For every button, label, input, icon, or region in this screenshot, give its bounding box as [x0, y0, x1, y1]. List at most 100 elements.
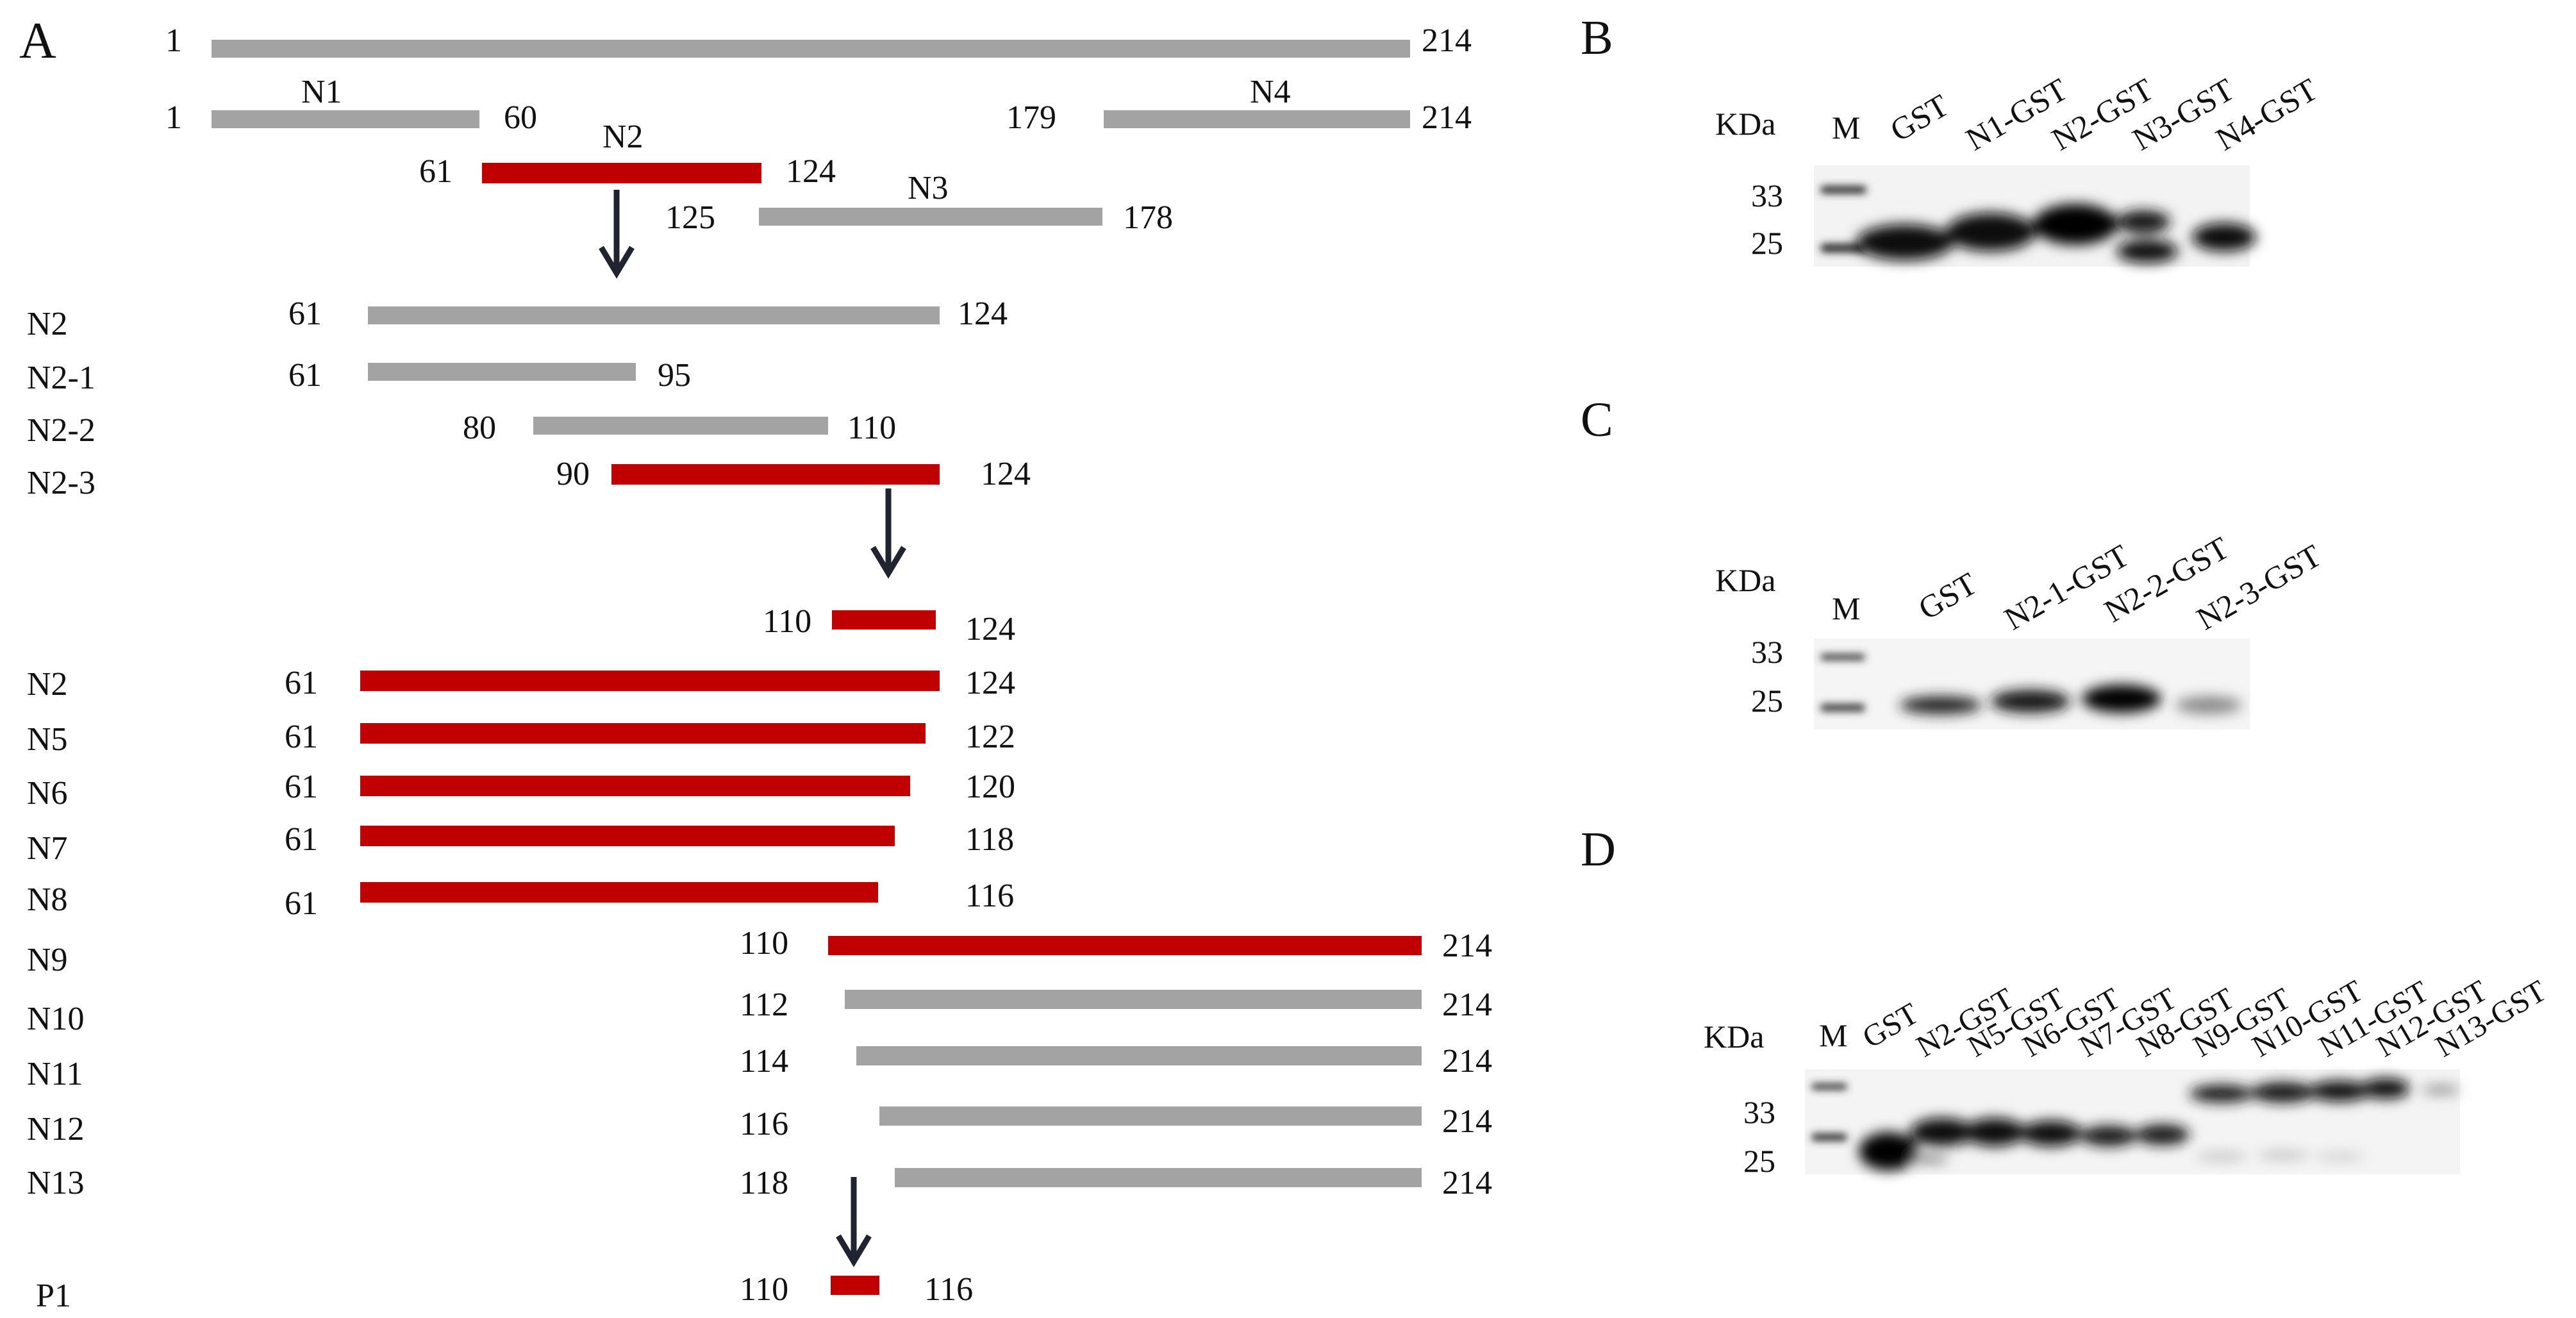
panel-d-kda-label: KDa — [1704, 1019, 1764, 1055]
row-label-n2-1: N2-1 — [27, 360, 96, 396]
fragment-bar-n5 — [360, 723, 926, 744]
fragment-bar-n8 — [360, 882, 878, 903]
fragment-bar-n11 — [856, 1046, 1422, 1065]
fragment-bar-n10 — [845, 990, 1422, 1009]
row-label-n13: N13 — [27, 1165, 85, 1201]
fragment-bar-n2-2 — [533, 417, 828, 435]
row-label-n8: N8 — [27, 881, 68, 918]
panel-b-blot-image — [1814, 165, 2256, 267]
panel-d-marker-25: 25 — [1743, 1143, 1775, 1179]
fragment-bar-n7 — [360, 826, 895, 846]
panel-a-domain-map: A 1 214 N1 1 60 N4 179 214 N2 61 124 N3 … — [19, 13, 1492, 1314]
fragment-bar-p1 — [831, 1276, 879, 1295]
n3-end-label: 178 — [1123, 199, 1173, 236]
n2-top-name-label: N2 — [602, 119, 644, 155]
n13-start-label: 118 — [740, 1165, 788, 1201]
fragment-bar-n1 — [212, 110, 479, 128]
panel-d-lane-m: M — [1819, 1017, 1847, 1053]
n10-start-label: 112 — [740, 987, 788, 1023]
row-label-n2-2: N2-2 — [27, 412, 96, 449]
fragment-bar-n2-c — [360, 671, 940, 691]
panel-b-lane-gst: GST — [1884, 87, 1955, 149]
n2-3-start-label: 90 — [556, 456, 590, 492]
n7-end-label: 118 — [965, 821, 1014, 858]
panel-d-lane-gst: GST — [1857, 996, 1924, 1055]
row-label-n10: N10 — [27, 1001, 85, 1037]
fragment-bar-n12 — [879, 1106, 1422, 1126]
fragment-bar-frag110 — [832, 610, 936, 630]
panel-b-western-blot: B KDa M GST N1-GST N2-GST N3-GST N4-GST … — [1581, 11, 2323, 267]
row-label-n2-b: N2 — [27, 306, 68, 342]
n9-start-label: 110 — [740, 925, 788, 962]
fragment-bar-full — [212, 40, 1410, 58]
row-label-n12: N12 — [27, 1111, 85, 1147]
n1-end-label: 60 — [504, 99, 537, 136]
fragment-bar-n6 — [360, 776, 910, 796]
down-arrow-icon — [599, 190, 635, 279]
row-label-n2-c: N2 — [27, 666, 68, 703]
n2-top-end-label: 124 — [786, 153, 836, 190]
frag110-end-label: 124 — [965, 611, 1015, 647]
p1-start-label: 110 — [740, 1271, 788, 1308]
fragment-bar-n2-1 — [368, 363, 636, 381]
panel-c-lane-gst: GST — [1913, 565, 1983, 627]
row-label-n9: N9 — [27, 942, 68, 978]
panel-d-marker-33: 33 — [1743, 1094, 1775, 1130]
n2-c-start-label: 61 — [285, 665, 318, 701]
n2-2-start-label: 80 — [463, 410, 496, 446]
row-label-p1: P1 — [36, 1278, 71, 1314]
n5-start-label: 61 — [285, 719, 318, 755]
panel-a-label: A — [19, 13, 56, 69]
n9-end-label: 214 — [1442, 928, 1492, 964]
n12-start-label: 116 — [740, 1106, 788, 1142]
n8-start-label: 61 — [285, 885, 318, 922]
full-end-label: 214 — [1422, 22, 1472, 59]
fragment-bar-n13 — [895, 1168, 1422, 1187]
panel-c-western-blot: C KDa M GST N2-1-GST N2-2-GST N2-3-GST 3… — [1581, 393, 2327, 730]
n10-end-label: 214 — [1442, 987, 1492, 1023]
fragment-bar-n2-3 — [611, 464, 940, 485]
row-label-n6: N6 — [27, 775, 68, 812]
n3-name-label: N3 — [908, 170, 949, 206]
panel-d-western-blot: D KDa M GST N2-GST N5-GST N6-GST N7-GST … — [1581, 822, 2552, 1179]
full-start-label: 1 — [165, 22, 182, 59]
panel-b-label: B — [1581, 11, 1613, 65]
n6-end-label: 120 — [965, 769, 1015, 805]
n11-start-label: 114 — [740, 1043, 788, 1080]
n6-start-label: 61 — [285, 769, 318, 805]
frag110-start-label: 110 — [763, 603, 811, 640]
n4-end-label: 214 — [1422, 99, 1472, 136]
n5-end-label: 122 — [965, 719, 1015, 755]
row-label-n11: N11 — [27, 1056, 83, 1092]
down-arrow-icon — [870, 488, 906, 579]
panel-b-marker-33: 33 — [1751, 178, 1783, 213]
n1-start-label: 1 — [165, 99, 182, 136]
fragment-bar-n9 — [828, 936, 1422, 955]
n7-start-label: 61 — [285, 821, 318, 858]
panel-c-kda-label: KDa — [1715, 562, 1775, 598]
panel-c-marker-25: 25 — [1751, 683, 1783, 719]
row-label-n7: N7 — [27, 830, 68, 867]
n4-name-label: N4 — [1250, 74, 1291, 110]
n2-2-end-label: 110 — [847, 410, 896, 446]
n4-start-label: 179 — [1006, 99, 1056, 136]
fragment-bar-n4 — [1104, 110, 1410, 128]
arrows — [599, 190, 906, 1267]
fragment-labels: 1 214 N1 1 60 N4 179 214 N2 61 124 N3 12… — [27, 22, 1492, 1314]
n13-end-label: 214 — [1442, 1165, 1492, 1201]
n2-1-start-label: 61 — [288, 357, 322, 394]
n11-end-label: 214 — [1442, 1043, 1492, 1080]
n2-3-end-label: 124 — [981, 456, 1031, 492]
panel-b-kda-label: KDa — [1715, 106, 1775, 142]
n12-end-label: 214 — [1442, 1103, 1492, 1140]
fragment-bars — [212, 40, 1422, 1295]
n8-end-label: 116 — [965, 878, 1014, 914]
p1-end-label: 116 — [924, 1271, 973, 1308]
panel-b-lane-m: M — [1832, 110, 1860, 146]
row-label-n2-3: N2-3 — [27, 465, 96, 501]
panel-c-label: C — [1581, 393, 1613, 447]
panel-c-marker-33: 33 — [1751, 634, 1783, 670]
panel-d-label: D — [1581, 822, 1616, 876]
n3-start-label: 125 — [665, 199, 715, 236]
